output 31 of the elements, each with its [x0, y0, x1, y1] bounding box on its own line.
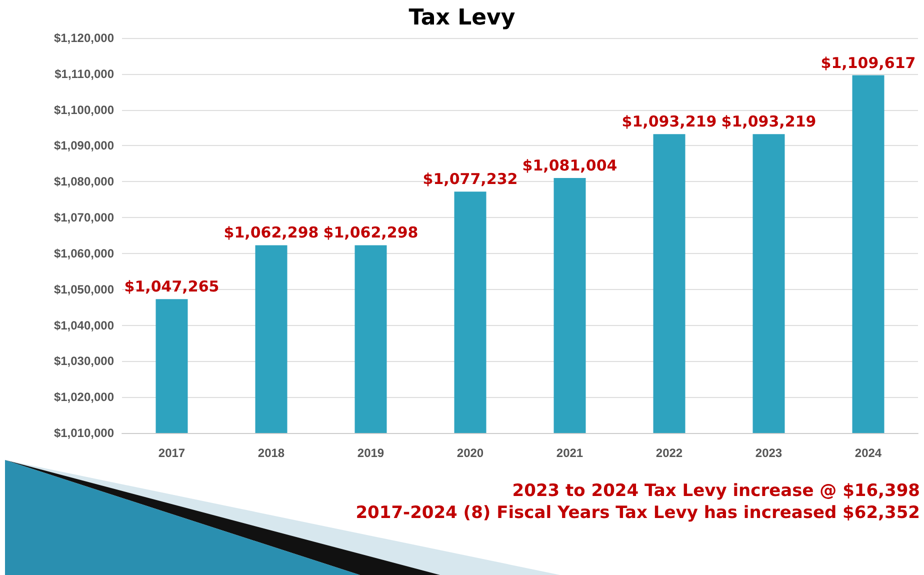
data-label: $1,047,265 [124, 278, 220, 296]
x-tick-label: 2023 [755, 446, 782, 460]
data-label: $1,093,219 [622, 112, 717, 131]
y-tick-label: $1,110,000 [54, 66, 114, 81]
data-label: $1,093,219 [721, 112, 816, 131]
y-tick-label: $1,100,000 [54, 102, 114, 117]
x-tick-label: 2021 [556, 446, 584, 460]
x-tick-label: 2018 [258, 446, 285, 460]
y-tick-label: $1,050,000 [54, 282, 114, 296]
x-tick-label: 2022 [656, 446, 683, 460]
data-label: $1,062,298 [224, 224, 319, 242]
x-tick-label: 2024 [854, 446, 882, 460]
y-tick-label: $1,040,000 [54, 318, 114, 332]
y-tick-label: $1,070,000 [54, 210, 114, 225]
y-tick-label: $1,030,000 [54, 354, 114, 368]
x-tick-label: 2020 [456, 446, 484, 460]
y-tick-label: $1,020,000 [54, 390, 114, 404]
text: 2023 to 2024 Tax Levy increase @ $16,398 [511, 480, 920, 502]
x-tick-label: 2019 [357, 446, 384, 460]
data-label: $1,081,004 [522, 156, 618, 175]
y-tick-label: $1,060,000 [54, 246, 114, 260]
data-label: $1,109,617 [820, 54, 916, 72]
y-tick-label: $1,080,000 [54, 174, 114, 189]
x-tick-label: 2017 [158, 446, 186, 460]
y-tick-label: $1,120,000 [54, 31, 114, 45]
y-tick-label: $1,090,000 [54, 138, 114, 153]
data-label: $1,077,232 [422, 170, 518, 188]
chart-title: Tax Levy [408, 6, 516, 30]
text: 2017-2024 (8) Fiscal Years Tax Levy has increased $62,352 [356, 502, 920, 524]
data-label: $1,062,298 [323, 224, 418, 242]
y-tick-label: $1,010,000 [54, 426, 114, 440]
